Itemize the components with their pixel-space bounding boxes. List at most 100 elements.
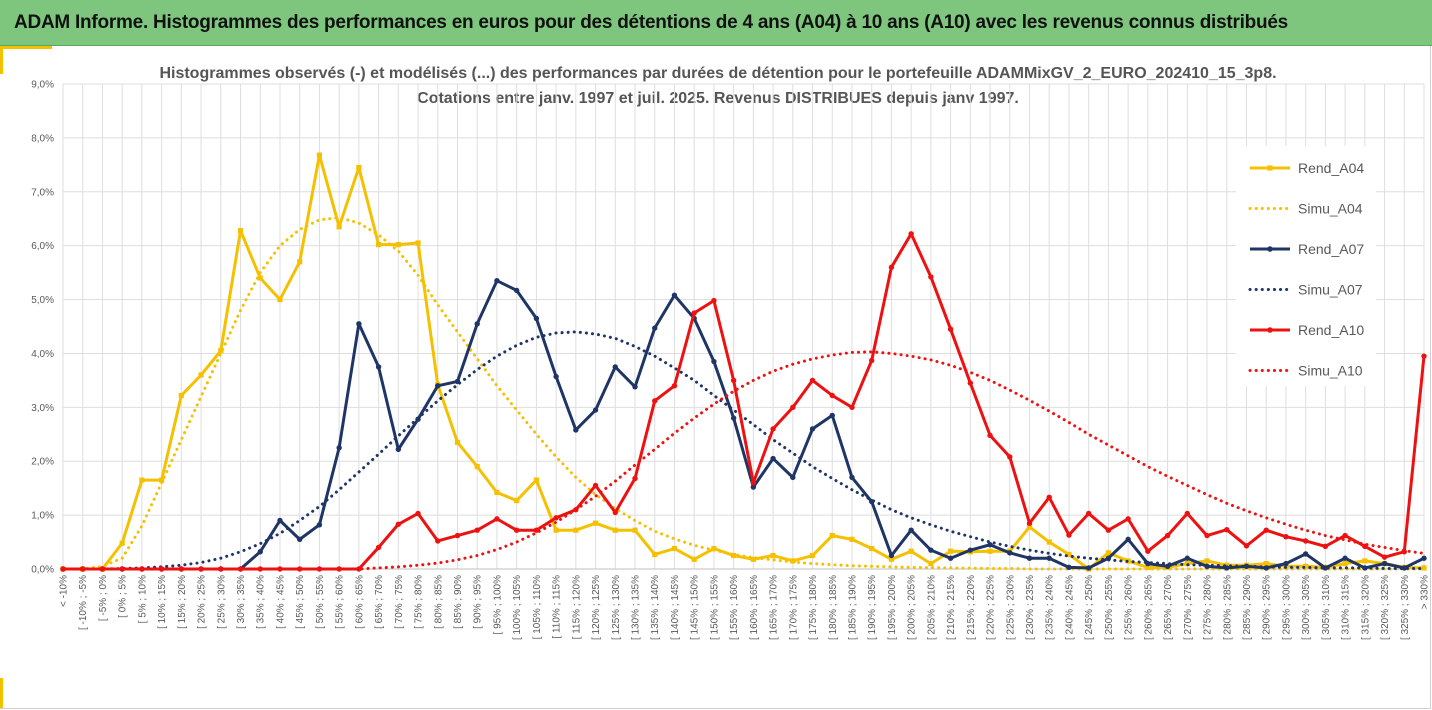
data-point	[1342, 555, 1348, 561]
data-point	[1066, 532, 1072, 538]
data-point	[632, 527, 638, 533]
data-point	[1046, 494, 1052, 501]
x-tick-label: [ 135% ; 140%	[650, 575, 661, 640]
data-point	[553, 515, 559, 521]
series-line-simu-a10	[61, 350, 1426, 571]
data-point	[1085, 510, 1092, 517]
data-point	[750, 480, 757, 486]
legend-label: Simu_A07	[1298, 282, 1363, 298]
data-point	[652, 551, 658, 558]
data-point	[1263, 527, 1269, 533]
data-point	[1322, 565, 1329, 571]
data-point	[395, 446, 402, 453]
data-point	[809, 377, 816, 384]
data-point	[967, 380, 974, 386]
data-point	[119, 540, 125, 546]
data-point	[750, 556, 756, 562]
data-point	[316, 522, 323, 528]
data-point	[237, 227, 244, 234]
x-tick-label: [ 280% ; 285%	[1222, 575, 1233, 640]
x-tick-label: [ 315% ; 320%	[1360, 575, 1371, 640]
data-point	[1145, 548, 1151, 554]
x-tick-label: [ 270% ; 275%	[1183, 575, 1194, 640]
data-point	[1303, 563, 1309, 569]
data-point	[849, 474, 855, 481]
data-point	[1224, 526, 1230, 533]
x-tick-label: [ 115% ; 120%	[571, 575, 582, 639]
data-point	[1046, 555, 1052, 561]
x-tick-label: [ 100% ; 105%	[512, 575, 523, 640]
y-tick-label: 3,0%	[31, 403, 54, 414]
x-tick-label: [ 245% ; 250%	[1084, 575, 1095, 640]
data-point	[573, 427, 579, 433]
legend-item-rend-a07: Rend_A07	[1250, 241, 1364, 257]
data-point	[297, 259, 303, 265]
x-tick-label: [ 85% ; 90%	[453, 575, 464, 629]
x-tick-label: [ 255% ; 260%	[1124, 575, 1135, 640]
data-point	[533, 315, 540, 322]
data-point	[908, 527, 914, 533]
series-line-simu-a04	[61, 216, 1426, 571]
data-point	[198, 372, 204, 378]
data-point	[849, 536, 855, 542]
data-point	[336, 224, 342, 230]
data-point	[790, 404, 796, 411]
y-tick-label: 6,0%	[31, 241, 54, 252]
data-point	[1283, 560, 1289, 567]
y-tick-label: 4,0%	[31, 349, 54, 360]
x-tick-label: [ 325% ; 330%	[1400, 575, 1411, 640]
data-point	[730, 377, 737, 384]
x-tick-label: [ 105% ; 110%	[532, 575, 543, 639]
data-point	[691, 310, 697, 316]
data-point	[711, 297, 717, 304]
data-point	[1362, 558, 1368, 564]
data-point	[671, 383, 678, 389]
data-point	[1026, 520, 1033, 526]
x-tick-label: [ 195% ; 200%	[887, 575, 898, 640]
x-tick-label: [ 25% ; 30%	[216, 575, 227, 629]
x-tick-label: [ 30% ; 35%	[236, 575, 247, 629]
data-point	[1381, 560, 1388, 567]
data-point	[257, 549, 263, 555]
data-point	[908, 231, 914, 237]
data-point	[435, 538, 441, 544]
legend-label: Rend_A04	[1298, 160, 1364, 176]
data-point	[296, 536, 303, 543]
y-tick-label: 8,0%	[31, 133, 54, 144]
series-line-rend-a07	[63, 279, 1425, 571]
data-point	[435, 383, 441, 389]
histogram-chart: Histogrammes observés (-) et modélisés (…	[31, 65, 1430, 640]
x-tick-label: [ 260% ; 265%	[1143, 575, 1154, 640]
x-tick-label: [ 150% ; 155%	[709, 575, 720, 640]
data-point	[1066, 564, 1072, 571]
x-tick-label: [ 35% ; 40%	[256, 575, 267, 629]
data-point	[415, 240, 421, 246]
data-point	[1105, 527, 1112, 533]
data-point	[592, 407, 599, 413]
x-tick-label: [ 65% ; 70%	[374, 575, 385, 629]
legend-label: Simu_A10	[1298, 363, 1363, 379]
data-point	[592, 520, 599, 526]
data-point	[1007, 454, 1013, 460]
x-tick-label: [ 45% ; 50%	[295, 575, 306, 629]
data-point	[750, 484, 757, 490]
x-tick-label: [ 40% ; 45%	[275, 575, 286, 629]
data-point	[375, 241, 382, 248]
data-point	[928, 274, 934, 280]
data-point	[1204, 532, 1210, 539]
data-point	[474, 527, 480, 533]
data-point	[198, 566, 204, 572]
data-point	[1342, 532, 1348, 539]
data-point	[908, 548, 914, 554]
data-point	[869, 357, 875, 364]
data-point	[849, 404, 855, 411]
data-point	[928, 561, 934, 567]
data-point	[731, 552, 737, 559]
series-rend-a04	[60, 152, 1427, 572]
x-tick-label: [ 300% ; 305%	[1301, 575, 1312, 640]
data-point	[691, 556, 697, 562]
x-tick-label: [ 60% ; 65%	[354, 575, 365, 629]
data-point	[494, 516, 500, 522]
data-point	[514, 497, 520, 504]
data-point	[336, 445, 342, 451]
